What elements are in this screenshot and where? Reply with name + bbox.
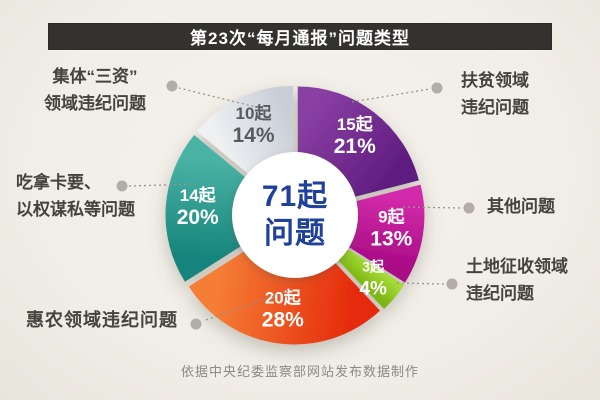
callout-extortion-abuse: 吃拿卡要、 以权谋私等问题 [16, 169, 135, 223]
segment-pct-label: 13% [370, 227, 412, 250]
callout-line: 违纪问题 [466, 284, 534, 303]
title-banner: 第23次“每月通报”问题类型 [48, 23, 552, 50]
segment-count-label: 3起 [362, 259, 385, 275]
callout-line: 吃拿卡要、 [16, 173, 101, 192]
callout-line: 惠农领域违纪问题 [26, 310, 178, 330]
pie-segment-4 [165, 135, 291, 282]
callout-line: 土地征收领域 [466, 257, 568, 276]
segment-pct-label: 14% [232, 124, 274, 147]
callout-land-expropriation: 土地征收领域 违纪问题 [466, 253, 568, 307]
total-count-label: 71起 [261, 180, 329, 213]
callout-line: 以权谋私等问题 [16, 200, 135, 219]
donut-hole [232, 152, 358, 278]
connector-dot [463, 202, 475, 214]
callout-other-problems: 其他问题 [487, 193, 555, 220]
segment-count-label: 9起 [378, 206, 405, 226]
page-title: 第23次“每月通报”问题类型 [190, 29, 410, 48]
segment-pct-label: 21% [334, 135, 376, 158]
segment-count-label: 20起 [265, 288, 302, 308]
segment-count-label: 14起 [180, 185, 217, 205]
callout-line: 违纪问题 [461, 98, 529, 117]
data-source-credit: 依据中央纪委监察部网站发布数据制作 [180, 364, 419, 379]
callout-poverty-alleviation: 扶贫领域 违纪问题 [461, 67, 529, 121]
total-unit-label: 问题 [264, 217, 326, 250]
callout-line: 领域违纪问题 [44, 94, 146, 113]
segment-count-label: 10起 [236, 103, 273, 123]
callout-collective-assets: 集体“三资” 领域违纪问题 [24, 63, 166, 117]
segment-pct-label: 20% [177, 206, 219, 229]
callout-agriculture-benefit: 惠农领域违纪问题 [26, 307, 178, 334]
segment-pct-label: 28% [262, 309, 304, 332]
callout-line: 扶贫领域 [461, 71, 529, 90]
segment-count-label: 15起 [337, 114, 374, 134]
chart-center-total: 71起 问题 [225, 173, 365, 257]
segment-pct-label: 4% [359, 279, 387, 300]
callout-line: 其他问题 [487, 197, 555, 216]
callout-line: 集体“三资” [52, 67, 138, 86]
